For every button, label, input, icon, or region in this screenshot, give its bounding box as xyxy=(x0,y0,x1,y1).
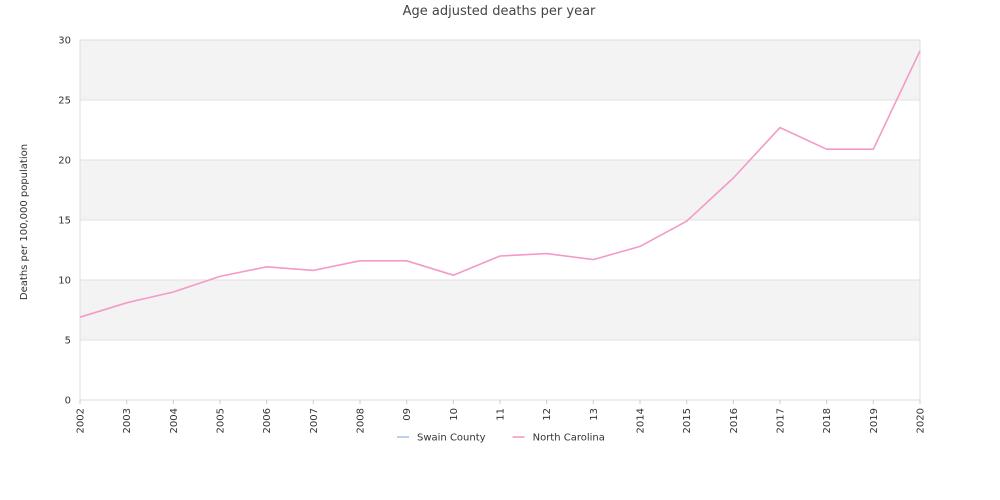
x-tick-label: 09 xyxy=(402,408,413,421)
x-tick-label: 2015 xyxy=(682,408,693,433)
y-tick-label: 30 xyxy=(58,36,71,47)
x-tick-label: 2004 xyxy=(169,408,180,433)
x-tick-label: 2019 xyxy=(869,408,880,433)
legend-label: Swain County xyxy=(417,433,486,444)
x-tick-label: 2016 xyxy=(729,408,740,433)
y-tick-label: 5 xyxy=(65,336,71,347)
x-tick-label: 2018 xyxy=(822,408,833,433)
x-axis-ticks: 2002 2003 2004 2005 2006 2007 2008 09 10 11 12 13 20… xyxy=(76,400,927,433)
x-tick-label: 2020 xyxy=(916,408,927,433)
series-line xyxy=(79,50,921,318)
x-tick-label: 12 xyxy=(542,408,553,421)
x-tick-label: 2014 xyxy=(636,408,647,433)
legend: Swain County North Carolina xyxy=(397,433,605,444)
y-tick-label: 20 xyxy=(58,156,71,167)
legend-label: North Carolina xyxy=(533,433,605,444)
x-tick-label: 2008 xyxy=(356,408,367,433)
chart-title: Age adjusted deaths per year xyxy=(403,4,596,19)
x-tick-label: 2006 xyxy=(262,408,273,433)
x-tick-label: 13 xyxy=(589,408,600,421)
x-tick-label: 2003 xyxy=(122,408,133,433)
grid-band xyxy=(80,160,920,220)
x-tick-label: 11 xyxy=(496,408,507,421)
series-lines xyxy=(79,50,921,318)
x-tick-label: 2005 xyxy=(216,408,227,433)
grid-band xyxy=(80,280,920,340)
grid-bands xyxy=(80,40,920,400)
y-axis-ticks: 0 5 10 15 20 25 30 xyxy=(58,36,71,407)
x-tick-label: 2002 xyxy=(76,408,87,433)
y-tick-label: 25 xyxy=(58,96,71,107)
x-tick-label: 10 xyxy=(449,408,460,421)
y-tick-label: 10 xyxy=(58,276,71,287)
grid-band xyxy=(80,340,920,400)
x-tick-label: 2017 xyxy=(776,408,787,433)
y-tick-label: 15 xyxy=(58,216,71,227)
y-axis-label: Deaths per 100,000 population xyxy=(19,144,30,300)
x-tick-label: 2007 xyxy=(309,408,320,433)
grid-band xyxy=(80,100,920,160)
y-tick-label: 0 xyxy=(65,396,71,407)
grid-band xyxy=(80,220,920,280)
grid-band xyxy=(80,40,920,100)
